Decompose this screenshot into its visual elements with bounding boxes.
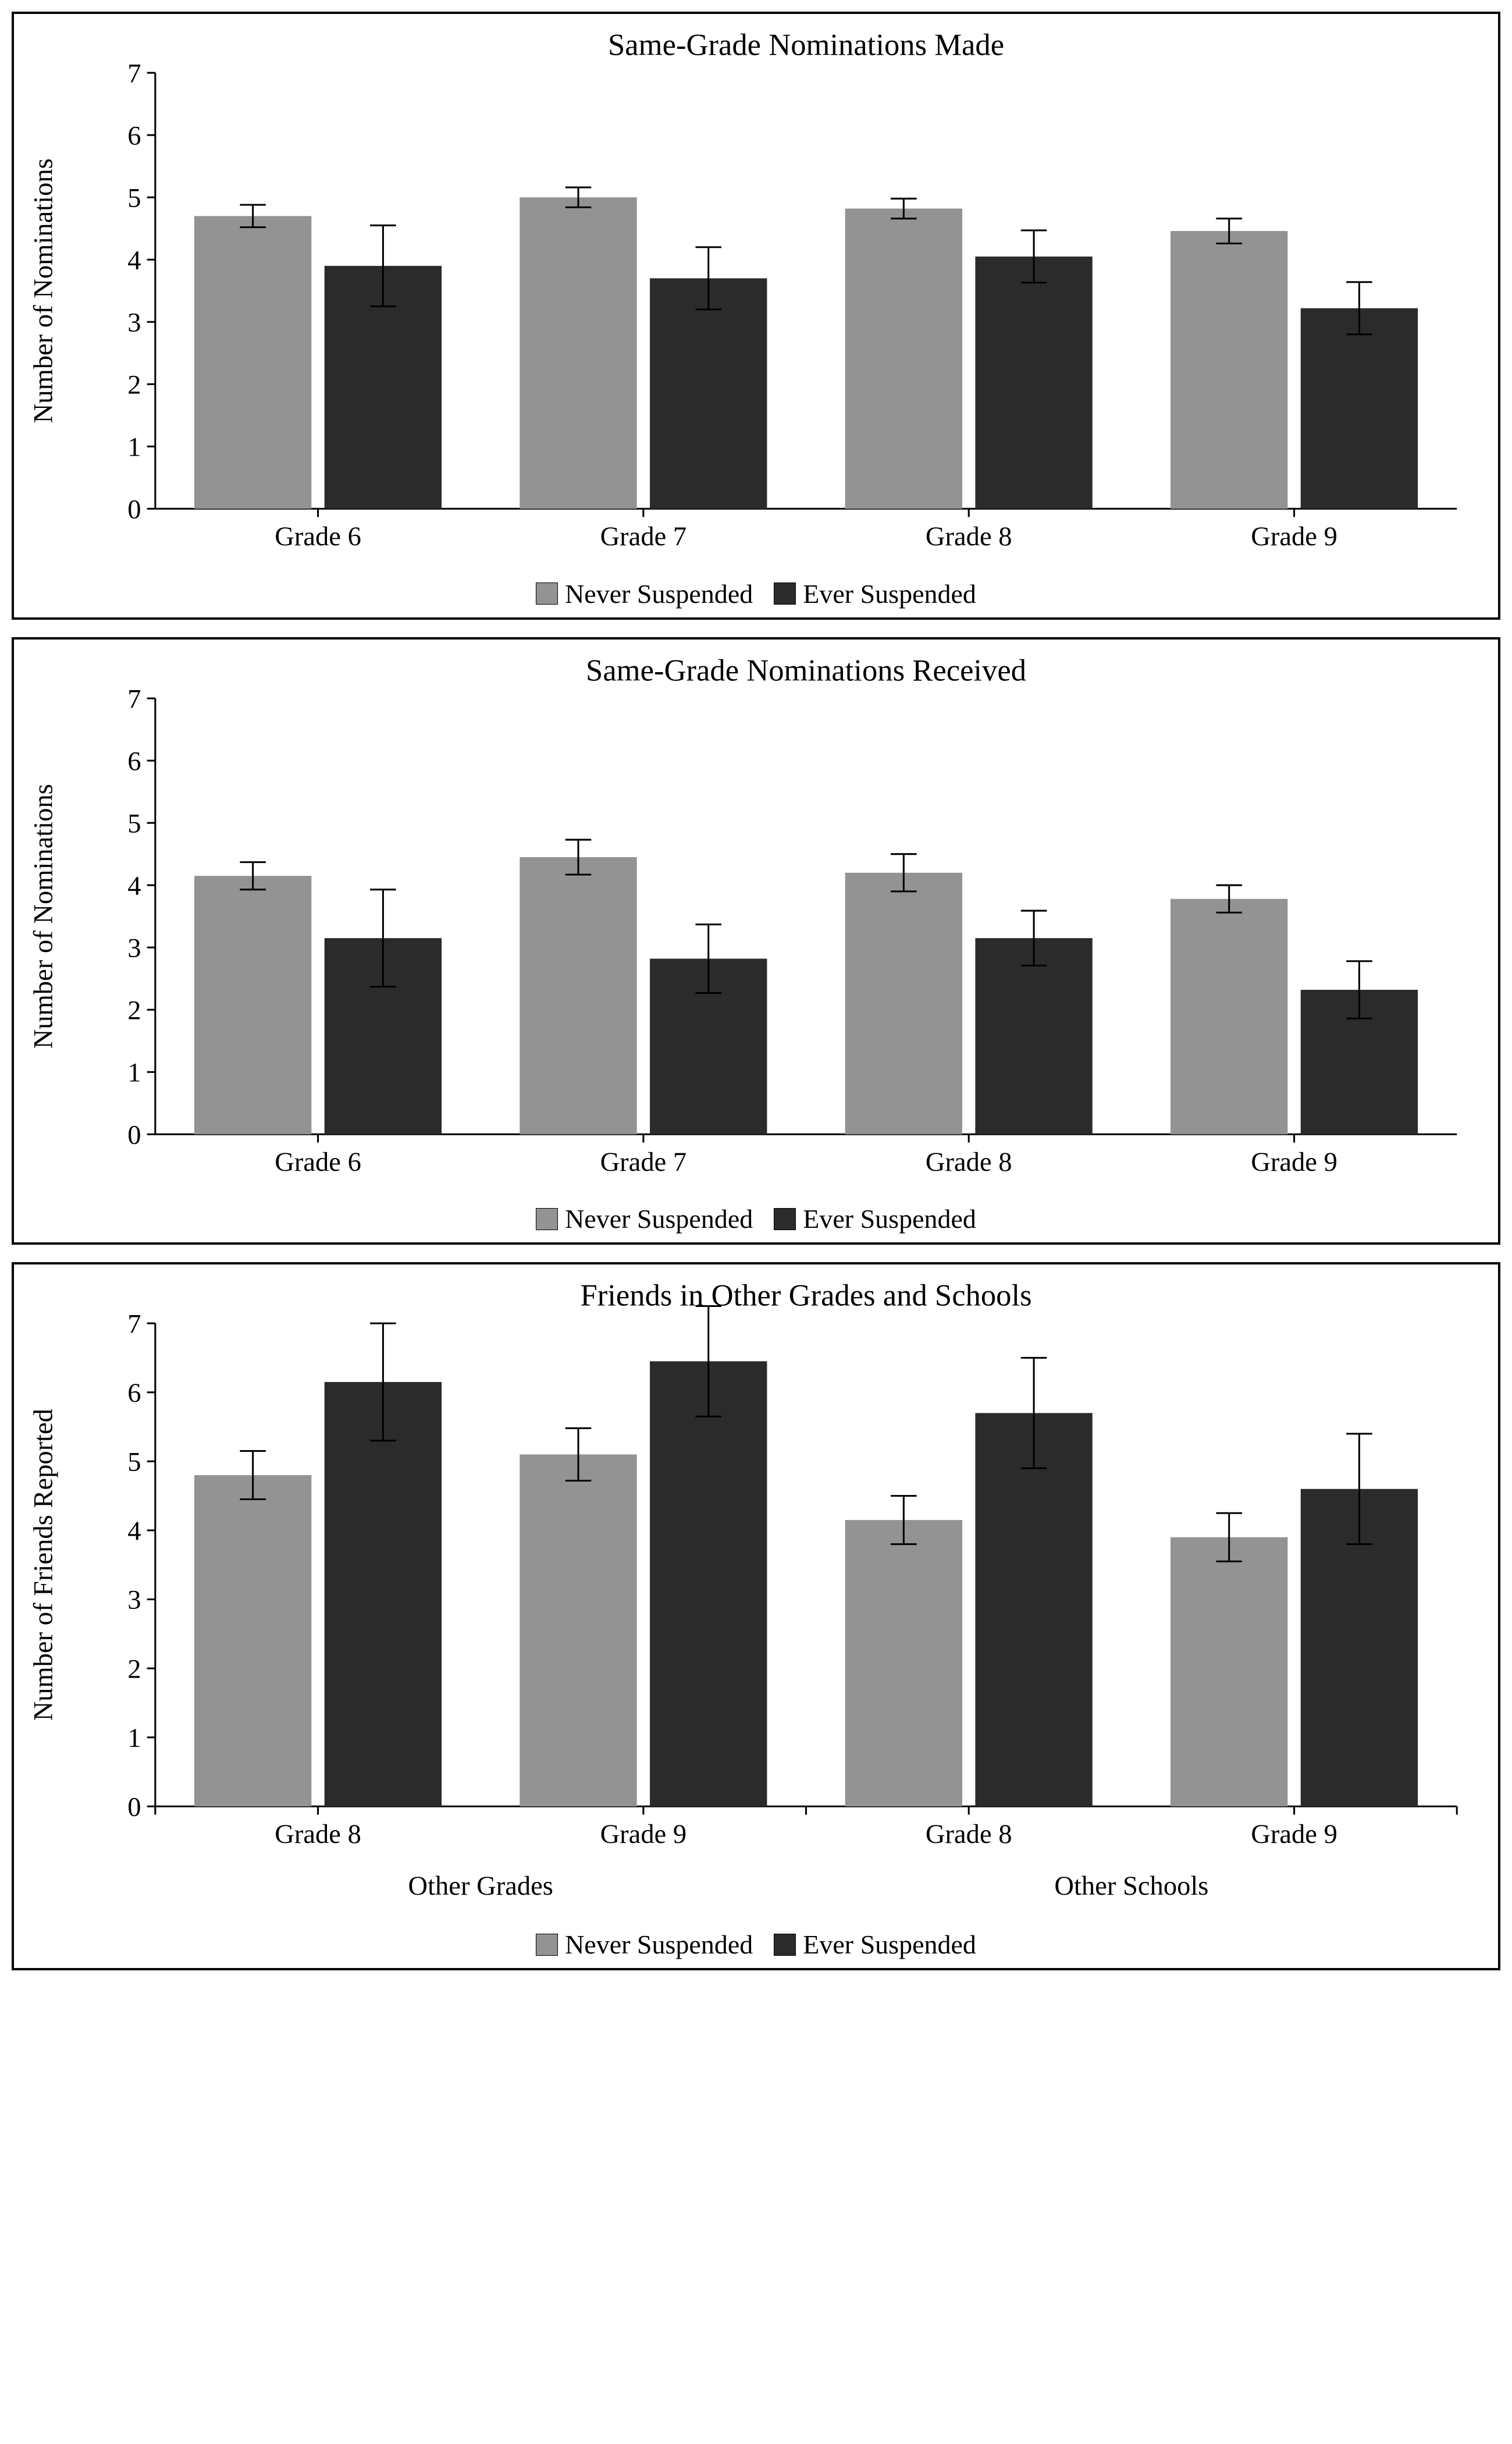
bar-never xyxy=(194,876,311,1134)
legend-label-never: Never Suspended xyxy=(565,1203,753,1234)
legend-label-ever: Ever Suspended xyxy=(803,578,976,609)
y-tick-label: 2 xyxy=(127,370,141,400)
legend-label-ever: Ever Suspended xyxy=(803,1203,976,1234)
legend-swatch-ever xyxy=(774,1934,796,1956)
y-tick-label: 4 xyxy=(127,871,141,901)
bar-never xyxy=(194,1475,311,1806)
panel-received-svg: Same-Grade Nominations Received Number of… xyxy=(20,645,1492,1199)
legend-swatch-never xyxy=(536,582,558,605)
bar-ever xyxy=(650,1362,767,1807)
legend: Never Suspended Ever Suspended xyxy=(20,574,1492,612)
bar-never xyxy=(194,216,311,509)
bar-never xyxy=(845,208,962,509)
chart-title: Same-Grade Nominations Received xyxy=(586,653,1026,687)
x-tick-label: Grade 8 xyxy=(275,1820,361,1849)
bar-ever xyxy=(325,1382,442,1806)
bar-ever xyxy=(650,278,767,509)
legend-item-never: Never Suspended xyxy=(536,578,753,609)
legend-swatch-never xyxy=(536,1208,558,1230)
x-supercat-label: Other Grades xyxy=(408,1871,553,1901)
y-axis-label: Number of Friends Reported xyxy=(29,1409,59,1721)
y-tick-label: 2 xyxy=(127,1655,141,1685)
y-tick-label: 5 xyxy=(127,809,141,839)
bar-ever xyxy=(975,938,1092,1134)
x-tick-label: Grade 8 xyxy=(926,522,1012,552)
y-tick-label: 1 xyxy=(127,1724,141,1753)
panel-friends: Friends in Other Grades and Schools Numbe… xyxy=(12,1262,1500,1970)
panel-made-svg: Same-Grade Nominations Made Number of Nom… xyxy=(20,20,1492,574)
y-tick-label: 6 xyxy=(127,1379,141,1408)
legend-item-ever: Ever Suspended xyxy=(774,1929,976,1960)
y-tick-label: 7 xyxy=(127,1310,141,1340)
x-tick-label: Grade 9 xyxy=(1251,1148,1337,1177)
bar-never xyxy=(520,1455,636,1807)
y-tick-label: 5 xyxy=(127,1448,141,1477)
bar-never xyxy=(520,857,636,1134)
legend-item-ever: Ever Suspended xyxy=(774,578,976,609)
y-tick-label: 3 xyxy=(127,933,141,963)
legend: Never Suspended Ever Suspended xyxy=(20,1924,1492,1962)
legend-label-ever: Ever Suspended xyxy=(803,1929,976,1960)
y-tick-label: 0 xyxy=(127,495,141,524)
bar-ever xyxy=(1301,308,1418,509)
chart-title: Friends in Other Grades and Schools xyxy=(581,1279,1032,1313)
panel-received: Same-Grade Nominations Received Number of… xyxy=(12,637,1500,1245)
x-tick-label: Grade 6 xyxy=(275,522,361,552)
y-tick-label: 3 xyxy=(127,1586,141,1615)
y-axis-label: Number of Nominations xyxy=(29,158,59,423)
legend-item-never: Never Suspended xyxy=(536,1929,753,1960)
chart-title: Same-Grade Nominations Made xyxy=(608,29,1004,62)
y-tick-label: 7 xyxy=(127,684,141,714)
bar-never xyxy=(1171,898,1287,1134)
y-tick-label: 5 xyxy=(127,183,141,213)
legend-item-never: Never Suspended xyxy=(536,1203,753,1234)
y-tick-label: 4 xyxy=(127,1516,141,1546)
bar-never xyxy=(520,197,636,509)
y-axis-label: Number of Nominations xyxy=(29,784,59,1049)
bar-ever xyxy=(975,257,1092,509)
y-tick-label: 4 xyxy=(127,246,141,275)
bar-never xyxy=(845,872,962,1134)
y-tick-label: 6 xyxy=(127,121,141,151)
legend-swatch-never xyxy=(536,1934,558,1956)
panel-made: Same-Grade Nominations Made Number of Nom… xyxy=(12,12,1500,620)
y-tick-label: 6 xyxy=(127,747,141,776)
legend: Never Suspended Ever Suspended xyxy=(20,1199,1492,1237)
x-supercat-label: Other Schools xyxy=(1054,1871,1208,1901)
legend-label-never: Never Suspended xyxy=(565,1929,753,1960)
x-tick-label: Grade 8 xyxy=(926,1820,1012,1849)
x-tick-label: Grade 9 xyxy=(600,1820,687,1849)
legend-item-ever: Ever Suspended xyxy=(774,1203,976,1234)
y-tick-label: 0 xyxy=(127,1793,141,1823)
y-tick-label: 2 xyxy=(127,996,141,1025)
y-tick-label: 3 xyxy=(127,308,141,338)
legend-swatch-ever xyxy=(774,1208,796,1230)
x-tick-label: Grade 7 xyxy=(600,1148,687,1177)
legend-swatch-ever xyxy=(774,582,796,605)
bar-ever xyxy=(975,1413,1092,1807)
x-tick-label: Grade 8 xyxy=(926,1148,1012,1177)
panel-friends-svg: Friends in Other Grades and Schools Numbe… xyxy=(20,1270,1492,1924)
bar-never xyxy=(1171,231,1287,509)
x-tick-label: Grade 9 xyxy=(1251,522,1337,552)
y-tick-label: 1 xyxy=(127,432,141,462)
y-tick-label: 7 xyxy=(127,59,141,88)
legend-label-never: Never Suspended xyxy=(565,578,753,609)
x-tick-label: Grade 7 xyxy=(600,522,687,552)
x-tick-label: Grade 9 xyxy=(1251,1820,1337,1849)
bar-never xyxy=(845,1520,962,1806)
bar-never xyxy=(1171,1537,1287,1807)
x-tick-label: Grade 6 xyxy=(275,1148,361,1177)
y-tick-label: 0 xyxy=(127,1120,141,1150)
y-tick-label: 1 xyxy=(127,1058,141,1088)
